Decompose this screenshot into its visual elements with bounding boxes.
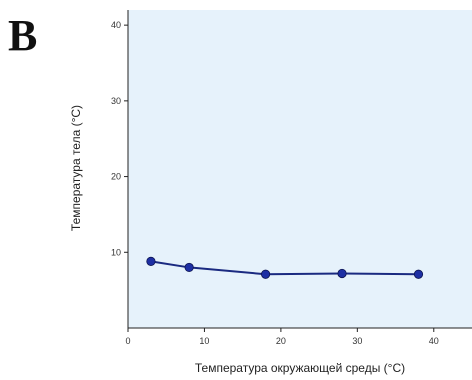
data-point (146, 256, 156, 266)
x-ticks: 0 10 20 30 40 (125, 328, 439, 346)
series-points-group (146, 256, 424, 279)
y-tick-label: 20 (111, 172, 121, 182)
x-tick-label: 30 (352, 336, 362, 346)
data-point (337, 268, 347, 279)
y-tick-label: 10 (111, 247, 121, 257)
y-tick-label: 30 (111, 96, 121, 106)
x-tick-label: 10 (199, 336, 209, 346)
y-axis-title: Температура тела (°C) (69, 105, 83, 231)
data-point (184, 262, 194, 273)
data-point (260, 269, 271, 279)
axes (127, 10, 472, 329)
y-tick-label: 40 (111, 20, 121, 30)
data-point (413, 269, 424, 279)
x-tick-label: 0 (125, 336, 130, 346)
x-axis-title: Температура окружающей среды (°C) (195, 361, 405, 375)
x-tick-label: 20 (276, 336, 286, 346)
panel-letter: B (8, 11, 38, 60)
x-tick-label: 40 (429, 336, 439, 346)
plot-background (128, 10, 472, 328)
y-ticks: 10 20 30 40 (111, 20, 128, 257)
